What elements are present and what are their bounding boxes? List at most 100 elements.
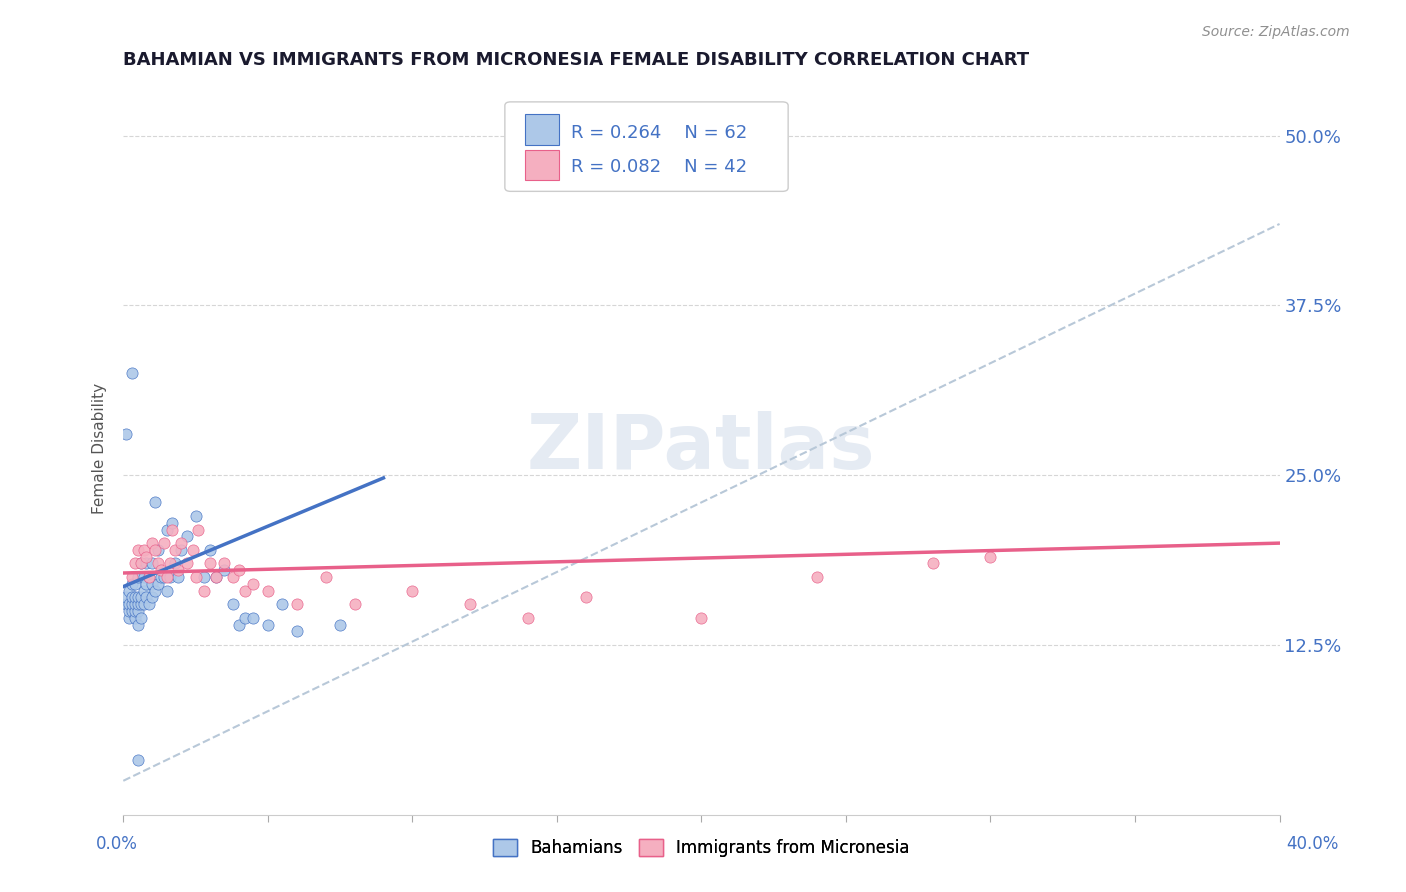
Point [127, 604, 149, 618]
Point [121, 577, 143, 591]
Text: BAHAMIAN VS IMMIGRANTS FROM MICRONESIA FEMALE DISABILITY CORRELATION CHART: BAHAMIAN VS IMMIGRANTS FROM MICRONESIA F… [124, 51, 1029, 69]
Point [233, 583, 256, 598]
Point [222, 570, 245, 584]
Point [193, 570, 215, 584]
Point [121, 591, 143, 605]
Point [143, 583, 166, 598]
Point [256, 617, 278, 632]
Point [329, 617, 352, 632]
Point [118, 597, 141, 611]
Point [149, 563, 172, 577]
Point [152, 570, 174, 584]
Point [141, 557, 163, 571]
Point [159, 570, 181, 584]
Point [176, 557, 198, 571]
Point [176, 529, 198, 543]
Point [165, 542, 187, 557]
Point [115, 427, 138, 442]
Y-axis label: Female Disability: Female Disability [93, 383, 107, 514]
Point [132, 583, 155, 598]
Point [135, 577, 157, 591]
Point [285, 624, 308, 639]
Point [165, 557, 187, 571]
Point [204, 570, 226, 584]
Point [242, 577, 264, 591]
Point [127, 591, 149, 605]
Point [181, 542, 204, 557]
Text: R = 0.264    N = 62: R = 0.264 N = 62 [571, 124, 747, 143]
Point [156, 523, 179, 537]
Point [170, 542, 193, 557]
Point [156, 570, 179, 584]
Point [118, 604, 141, 618]
Point [170, 536, 193, 550]
Point [198, 557, 221, 571]
Point [141, 591, 163, 605]
Point [138, 597, 160, 611]
Point [198, 542, 221, 557]
Point [124, 591, 146, 605]
Point [256, 583, 278, 598]
FancyBboxPatch shape [524, 114, 560, 145]
Point [129, 611, 152, 625]
Point [132, 570, 155, 584]
Point [271, 597, 294, 611]
Point [222, 597, 245, 611]
Point [127, 597, 149, 611]
Point [141, 577, 163, 591]
Point [575, 591, 598, 605]
Point [129, 557, 152, 571]
Point [921, 557, 943, 571]
Point [129, 591, 152, 605]
Point [118, 611, 141, 625]
Point [124, 557, 146, 571]
Point [124, 604, 146, 618]
Point [124, 577, 146, 591]
Point [129, 557, 152, 571]
Text: 0.0%: 0.0% [96, 835, 138, 853]
Point [152, 536, 174, 550]
FancyBboxPatch shape [505, 102, 789, 192]
Point [979, 549, 1001, 564]
Point [149, 570, 172, 584]
Point [135, 591, 157, 605]
Point [121, 604, 143, 618]
Point [343, 597, 366, 611]
Point [156, 583, 179, 598]
Legend: Bahamians, Immigrants from Micronesia: Bahamians, Immigrants from Micronesia [486, 832, 917, 863]
Point [124, 597, 146, 611]
Point [141, 536, 163, 550]
Point [162, 523, 184, 537]
Point [124, 611, 146, 625]
Point [159, 557, 181, 571]
Point [214, 563, 236, 577]
Point [143, 495, 166, 509]
FancyBboxPatch shape [524, 150, 560, 180]
Point [517, 611, 540, 625]
Point [690, 611, 713, 625]
Point [204, 570, 226, 584]
Point [121, 597, 143, 611]
Point [285, 597, 308, 611]
Point [228, 563, 250, 577]
Point [806, 570, 828, 584]
Point [187, 523, 209, 537]
Point [143, 542, 166, 557]
Point [233, 611, 256, 625]
Point [146, 542, 169, 557]
Point [121, 570, 143, 584]
Point [458, 597, 481, 611]
Point [315, 570, 337, 584]
Point [228, 617, 250, 632]
Point [115, 591, 138, 605]
Point [132, 542, 155, 557]
Point [162, 516, 184, 530]
Point [214, 557, 236, 571]
Point [129, 597, 152, 611]
Point [146, 577, 169, 591]
Point [118, 583, 141, 598]
Text: Source: ZipAtlas.com: Source: ZipAtlas.com [1202, 25, 1350, 39]
Point [135, 557, 157, 571]
Point [135, 549, 157, 564]
Text: ZIPatlas: ZIPatlas [527, 411, 876, 485]
